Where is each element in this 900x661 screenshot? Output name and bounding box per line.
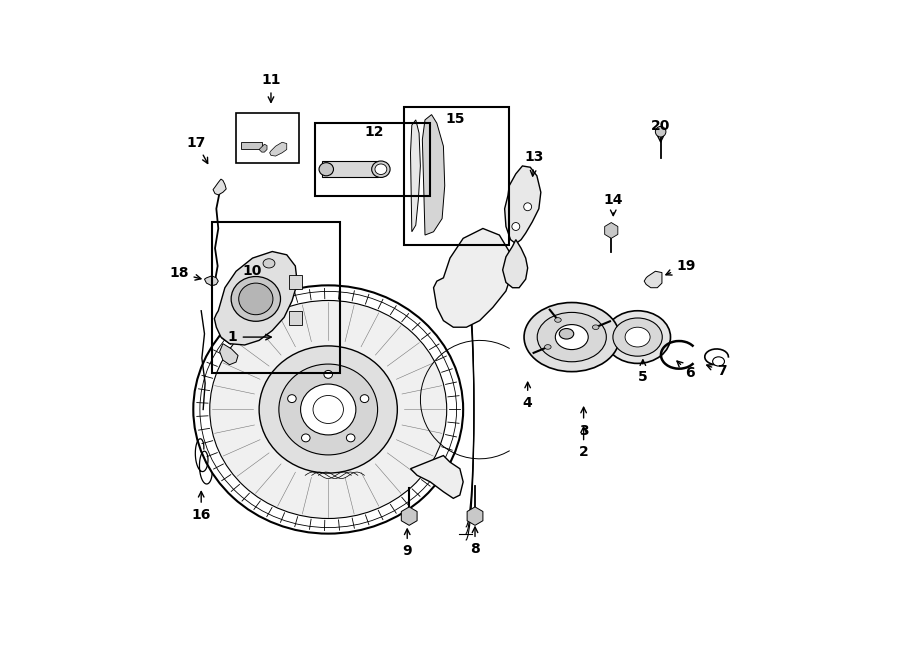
Polygon shape	[401, 507, 417, 525]
Ellipse shape	[319, 163, 334, 176]
Ellipse shape	[238, 283, 273, 315]
Bar	[321, 161, 378, 177]
Bar	[404, 106, 509, 245]
Text: 11: 11	[261, 73, 281, 102]
Ellipse shape	[524, 303, 619, 371]
Polygon shape	[204, 276, 219, 286]
Ellipse shape	[554, 318, 562, 323]
Text: 12: 12	[364, 125, 384, 139]
Ellipse shape	[613, 318, 662, 356]
Ellipse shape	[713, 357, 725, 366]
Text: 17: 17	[187, 136, 208, 163]
Ellipse shape	[210, 301, 446, 518]
Polygon shape	[505, 166, 541, 244]
Text: 14: 14	[604, 193, 623, 215]
Bar	[212, 222, 340, 373]
Bar	[289, 274, 302, 289]
Text: 2: 2	[579, 427, 589, 459]
Text: 15: 15	[446, 112, 465, 126]
Polygon shape	[213, 179, 226, 195]
Text: 3: 3	[579, 407, 589, 438]
Text: 7: 7	[706, 364, 726, 378]
Ellipse shape	[346, 434, 355, 442]
Ellipse shape	[231, 276, 281, 321]
Polygon shape	[467, 507, 483, 525]
Polygon shape	[503, 240, 527, 288]
Polygon shape	[259, 144, 267, 152]
Bar	[236, 113, 299, 163]
Ellipse shape	[259, 346, 397, 473]
Ellipse shape	[544, 344, 551, 349]
Polygon shape	[605, 223, 617, 239]
Text: 9: 9	[402, 529, 412, 558]
Ellipse shape	[605, 311, 670, 364]
Polygon shape	[410, 455, 464, 498]
Polygon shape	[434, 229, 512, 327]
Ellipse shape	[279, 364, 378, 455]
Text: 13: 13	[525, 151, 544, 176]
Text: 20: 20	[651, 120, 670, 142]
Ellipse shape	[512, 223, 520, 231]
Ellipse shape	[302, 434, 310, 442]
Ellipse shape	[592, 325, 599, 330]
Bar	[289, 311, 302, 325]
Bar	[315, 123, 430, 196]
Ellipse shape	[372, 161, 390, 177]
Polygon shape	[270, 142, 287, 156]
Polygon shape	[644, 271, 662, 288]
Text: 4: 4	[523, 382, 533, 410]
Ellipse shape	[288, 395, 296, 403]
Ellipse shape	[263, 258, 274, 268]
Ellipse shape	[375, 164, 387, 175]
Text: 8: 8	[470, 527, 480, 556]
Text: 18: 18	[169, 266, 201, 280]
Polygon shape	[422, 114, 445, 235]
Text: 16: 16	[192, 492, 211, 522]
Ellipse shape	[559, 329, 573, 339]
Text: 10: 10	[243, 264, 262, 278]
Polygon shape	[220, 344, 238, 365]
Bar	[240, 141, 262, 149]
Text: 5: 5	[638, 360, 648, 383]
Text: 6: 6	[677, 361, 695, 380]
Ellipse shape	[524, 203, 532, 211]
Polygon shape	[214, 252, 297, 345]
Ellipse shape	[537, 313, 607, 362]
Text: 1: 1	[228, 330, 271, 344]
Ellipse shape	[626, 327, 650, 347]
Ellipse shape	[360, 395, 369, 403]
Ellipse shape	[301, 384, 356, 435]
Text: 19: 19	[666, 259, 696, 275]
Ellipse shape	[555, 325, 589, 350]
Polygon shape	[410, 120, 420, 232]
Ellipse shape	[655, 126, 666, 137]
Ellipse shape	[324, 370, 332, 378]
